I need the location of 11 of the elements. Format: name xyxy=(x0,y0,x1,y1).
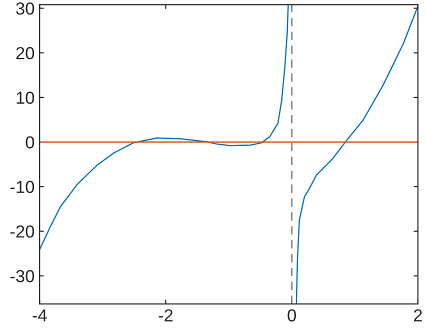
y-tick-label: 30 xyxy=(16,2,34,15)
x-tick-label: 2 xyxy=(414,309,422,322)
y-tick-label: 20 xyxy=(16,47,34,60)
x-tick-label: -2 xyxy=(158,309,173,322)
x-tick-label: -4 xyxy=(32,309,47,322)
x-tick-label: 0 xyxy=(288,309,296,322)
y-tick-label: 10 xyxy=(16,92,34,104)
y-tick-label: -30 xyxy=(10,270,34,282)
y-tick-label: -10 xyxy=(10,180,34,194)
y-tick-label: -20 xyxy=(10,225,34,238)
y-tick-label: 0 xyxy=(26,136,34,149)
